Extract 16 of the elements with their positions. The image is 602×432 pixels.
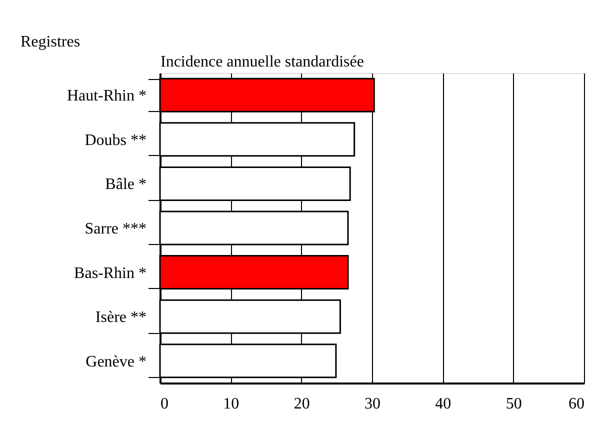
y-tick-label: Sarre ***: [84, 220, 146, 238]
y-tick-label: Bas-Rhin *: [74, 264, 146, 282]
x-tick-label: 50: [506, 396, 522, 412]
y-tick-label: Bâle *: [105, 176, 146, 194]
x-tick-label: 60: [568, 396, 584, 412]
x-tick-label: 0: [160, 396, 168, 412]
y-tick-label: Haut-Rhin *: [66, 88, 146, 105]
y-tick-label: Genève *: [86, 353, 146, 370]
x-tick-label: 30: [364, 396, 380, 412]
y-tick-label: Doubs **: [84, 132, 146, 149]
y-axis-title: Registres: [20, 34, 80, 50]
x-tick-label: 20: [294, 396, 310, 412]
y-tick-label: Isère **: [95, 309, 146, 326]
x-tick-label: 10: [223, 396, 240, 412]
x-axis-title: Incidence annuelle standardisée: [160, 54, 364, 70]
x-tick-label: 40: [435, 396, 452, 412]
